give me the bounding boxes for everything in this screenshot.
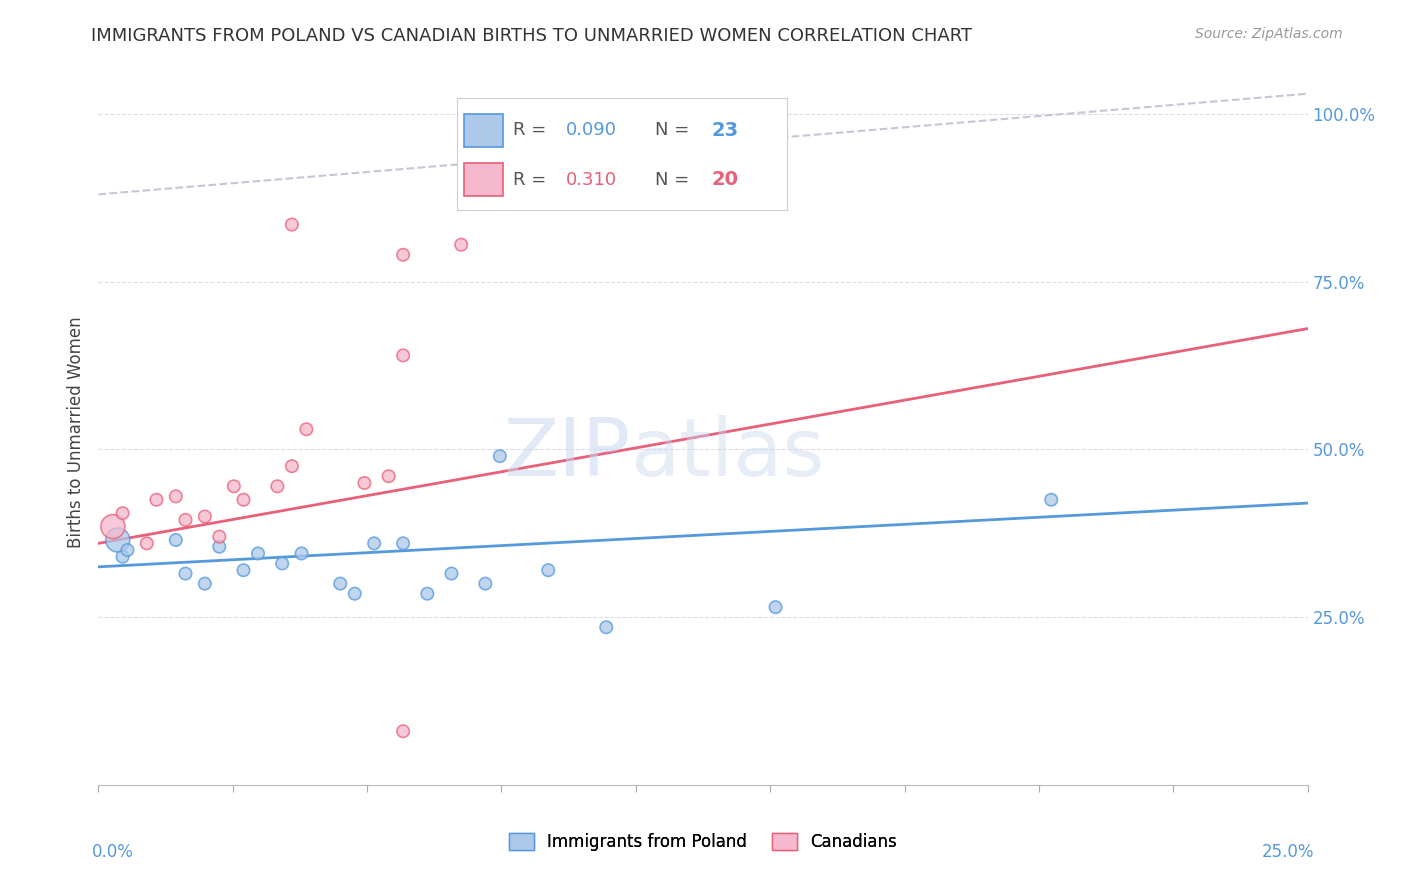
FancyBboxPatch shape — [464, 162, 503, 196]
Text: N =: N = — [655, 121, 695, 139]
Point — [440, 566, 463, 581]
Point — [353, 475, 375, 490]
Point — [281, 459, 304, 474]
Point — [222, 479, 245, 493]
Point — [107, 533, 129, 547]
Point — [111, 506, 134, 520]
Point — [290, 546, 312, 560]
Point — [343, 587, 366, 601]
Point — [1040, 492, 1063, 507]
Text: 25.0%: 25.0% — [1263, 843, 1315, 861]
Text: R =: R = — [513, 170, 547, 188]
Point — [765, 600, 787, 615]
Point — [194, 576, 217, 591]
Point — [101, 519, 124, 533]
Point — [208, 530, 231, 544]
Point — [392, 348, 415, 362]
Point — [489, 449, 512, 463]
Point — [117, 543, 139, 558]
Point — [363, 536, 385, 550]
Point — [450, 237, 472, 252]
Text: IMMIGRANTS FROM POLAND VS CANADIAN BIRTHS TO UNMARRIED WOMEN CORRELATION CHART: IMMIGRANTS FROM POLAND VS CANADIAN BIRTH… — [91, 27, 973, 45]
Point — [145, 492, 167, 507]
Point — [247, 546, 270, 560]
Text: N =: N = — [655, 170, 695, 188]
Point — [377, 469, 399, 483]
Point — [135, 536, 157, 550]
Point — [232, 563, 254, 577]
Text: atlas: atlas — [630, 415, 825, 492]
Text: R =: R = — [513, 121, 547, 139]
Y-axis label: Births to Unmarried Women: Births to Unmarried Women — [66, 317, 84, 549]
Text: ZIP: ZIP — [503, 415, 630, 492]
Point — [595, 620, 617, 634]
Point — [111, 549, 134, 564]
Text: 20: 20 — [711, 170, 738, 189]
Point — [232, 492, 254, 507]
FancyBboxPatch shape — [464, 114, 503, 147]
Point — [174, 513, 197, 527]
Point — [392, 536, 415, 550]
Point — [271, 557, 294, 571]
Point — [165, 489, 187, 503]
Point — [416, 587, 439, 601]
Text: Source: ZipAtlas.com: Source: ZipAtlas.com — [1195, 27, 1343, 41]
Point — [392, 248, 415, 262]
Text: 0.310: 0.310 — [567, 170, 617, 188]
Point — [295, 422, 318, 436]
Text: 0.0%: 0.0% — [91, 843, 134, 861]
Point — [194, 509, 217, 524]
Point — [329, 576, 352, 591]
Point — [266, 479, 288, 493]
Legend: Immigrants from Poland, Canadians: Immigrants from Poland, Canadians — [502, 826, 904, 858]
Point — [208, 540, 231, 554]
Point — [165, 533, 187, 547]
Point — [174, 566, 197, 581]
Point — [392, 724, 415, 739]
Text: 23: 23 — [711, 121, 738, 140]
Point — [537, 563, 560, 577]
Point — [474, 576, 496, 591]
Text: 0.090: 0.090 — [567, 121, 617, 139]
Point — [281, 218, 304, 232]
